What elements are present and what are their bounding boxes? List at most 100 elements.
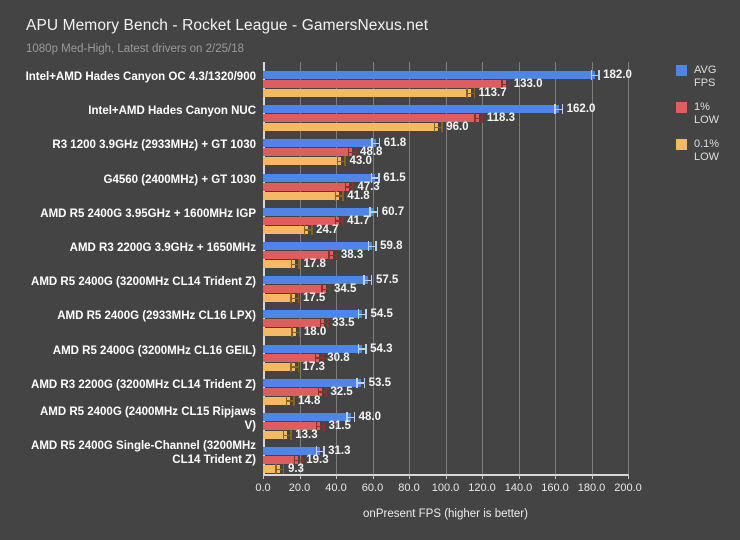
x-tick-label: 160.0	[541, 482, 569, 494]
bar-value-label: 17.3	[302, 360, 325, 373]
error-bar-low01	[290, 361, 300, 372]
bar-group: 182.0 133.0 113.7	[263, 69, 632, 99]
chart-title: APU Memory Bench - Rocket League - Gamer…	[26, 17, 429, 34]
bar-low1	[263, 182, 350, 191]
error-bar-avg	[367, 241, 377, 251]
bar-group: 54.5 33.5 18.0	[263, 309, 628, 339]
bar-value-label: 17.8	[303, 258, 326, 270]
bar-value-label: 57.5	[375, 274, 399, 287]
error-bar-low1	[315, 421, 325, 431]
gridline	[299, 62, 301, 474]
y-axis-label-line: AMD R5 2400G 3.95GHz + 1600MHz IGP	[40, 207, 256, 220]
x-tick-label: 40.0	[325, 482, 347, 494]
y-axis-label: AMD R3 2200G (3200MHz CL14 Trident Z)	[4, 379, 256, 393]
chart-subtitle: 1080p Med-High, Latest drivers on 2/25/1…	[26, 43, 244, 55]
bar-value-label: 30.8	[327, 351, 350, 364]
x-tick	[372, 474, 374, 479]
bar-low01	[263, 260, 296, 268]
bar-group: 54.3 30.8 17.3	[263, 342, 628, 373]
bar-value-label: 59.8	[380, 240, 403, 252]
bar-group: 57.5 34.5 17.5	[263, 274, 628, 304]
error-bar-avg	[357, 343, 367, 354]
y-axis-label: AMD R5 2400G Single-Channel (3200MHz CL14…	[4, 440, 256, 467]
bar-low01	[263, 294, 295, 303]
bar-value-label: 96.0	[446, 121, 469, 134]
bar-value-label: 38.3	[340, 249, 364, 261]
bar-low01	[263, 157, 342, 166]
bar-low01	[263, 362, 295, 371]
x-axis-title: onPresent FPS (higher is better)	[363, 508, 528, 520]
bar-group: 31.3 19.3 9.3	[263, 445, 628, 476]
y-axis-labels: Intel+AMD Hades Canyon OC 4.3/1320/900 In…	[0, 62, 256, 474]
x-tick-label: 180.0	[577, 482, 606, 494]
error-bar-avg	[370, 172, 380, 183]
error-bar-avg	[315, 446, 325, 457]
bar-low1	[263, 80, 506, 88]
y-axis-label: AMD R5 2400G (3200MHz CL14 Trident Z)	[4, 276, 256, 290]
y-axis-label-line: AMD R3 2200G 3.9GHz + 1650MHz	[69, 242, 256, 254]
error-bar-low1	[314, 352, 324, 363]
y-axis-label-line: AMD R5 2400G (3200MHz CL16 GEIL)	[52, 344, 256, 357]
error-bar-low01	[282, 430, 292, 440]
y-axis-label-line: AMD R5 2400G (3200MHz CL14 Trident Z)	[31, 276, 256, 289]
x-tick-label: 100.0	[431, 482, 460, 494]
error-bar-avg	[363, 275, 373, 286]
error-bar-avg	[554, 104, 564, 115]
bar-group: 162.0 118.3 96.0	[263, 103, 628, 134]
error-bar-low01	[275, 464, 285, 475]
error-bar-low01	[334, 190, 344, 201]
bar-value-label: 14.8	[298, 394, 321, 407]
x-tick	[445, 474, 447, 479]
bar-low1	[263, 251, 333, 259]
bar-value-label: 31.5	[328, 420, 351, 432]
legend-label: 1% LOW	[694, 101, 720, 126]
bar-value-label: 34.5	[333, 283, 357, 296]
y-axis-label: R3 1200 3.9GHz (2933MHz) + GT 1030	[4, 139, 256, 153]
bar-group: 61.8 48.8 43.0	[263, 137, 628, 167]
gridline	[336, 62, 337, 474]
bar-avg	[263, 447, 321, 456]
y-axis-label-line: R3 1200 3.9GHz (2933MHz) + GT 1030	[52, 139, 256, 152]
bar-low1	[263, 353, 320, 362]
bar-value-label: 182.0	[603, 69, 632, 81]
bar-low01	[263, 465, 280, 474]
bar-avg	[263, 310, 363, 319]
y-axis-label-line: AMD R5 2400G (2933MHz CL16 LPX)	[57, 310, 256, 323]
x-tick	[482, 474, 483, 479]
gridline	[445, 62, 447, 474]
bar-value-label: 48.8	[360, 146, 383, 159]
bar-value-label: 133.0	[513, 78, 543, 90]
bar-value-label: 60.7	[381, 205, 405, 218]
y-axis-label: Intel+AMD Hades Canyon OC 4.3/1320/900	[4, 71, 256, 85]
error-bar-low01	[291, 327, 301, 338]
x-tick-label: 140.0	[504, 482, 533, 494]
bar-group: 48.0 31.5 13.3	[263, 411, 628, 441]
bar-value-label: 61.8	[383, 137, 407, 150]
error-bar-low1	[293, 455, 303, 466]
bar-low1	[263, 387, 323, 396]
y-axis-label-line: AMD R3 2200G (3200MHz CL14 Trident Z)	[31, 378, 256, 391]
y-axis-label-line: AMD R5 2400G (2400MHz CL15 Ripjaws	[39, 406, 256, 419]
bar-value-label: 18.0	[303, 326, 327, 339]
bar-low1	[263, 456, 299, 465]
bar-low01	[263, 431, 288, 439]
x-tick	[555, 474, 556, 479]
x-tick	[518, 474, 520, 479]
bar-value-label: 47.3	[357, 180, 380, 193]
error-bar-low1	[347, 147, 357, 158]
x-tick-label: 0.0	[255, 482, 271, 494]
bar-value-label: 54.3	[370, 342, 393, 355]
bar-low01	[263, 191, 340, 200]
bar-group: 60.7 41.7 24.7	[263, 205, 628, 236]
x-tick-label: 20.0	[288, 482, 311, 494]
y-axis-label: AMD R3 2200G 3.9GHz + 1650MHz	[4, 242, 256, 256]
error-bar-low1	[474, 113, 484, 124]
error-bar-low01	[303, 224, 313, 235]
gridline	[482, 62, 483, 474]
legend-item: 0.1% LOW	[676, 138, 738, 164]
x-tick-label: 120.0	[468, 482, 496, 494]
bar-value-label: 113.7	[478, 87, 507, 99]
bar-value-label: 9.3	[287, 463, 304, 476]
y-axis-label: AMD R5 2400G 3.95GHz + 1600MHz IGP	[4, 208, 256, 222]
